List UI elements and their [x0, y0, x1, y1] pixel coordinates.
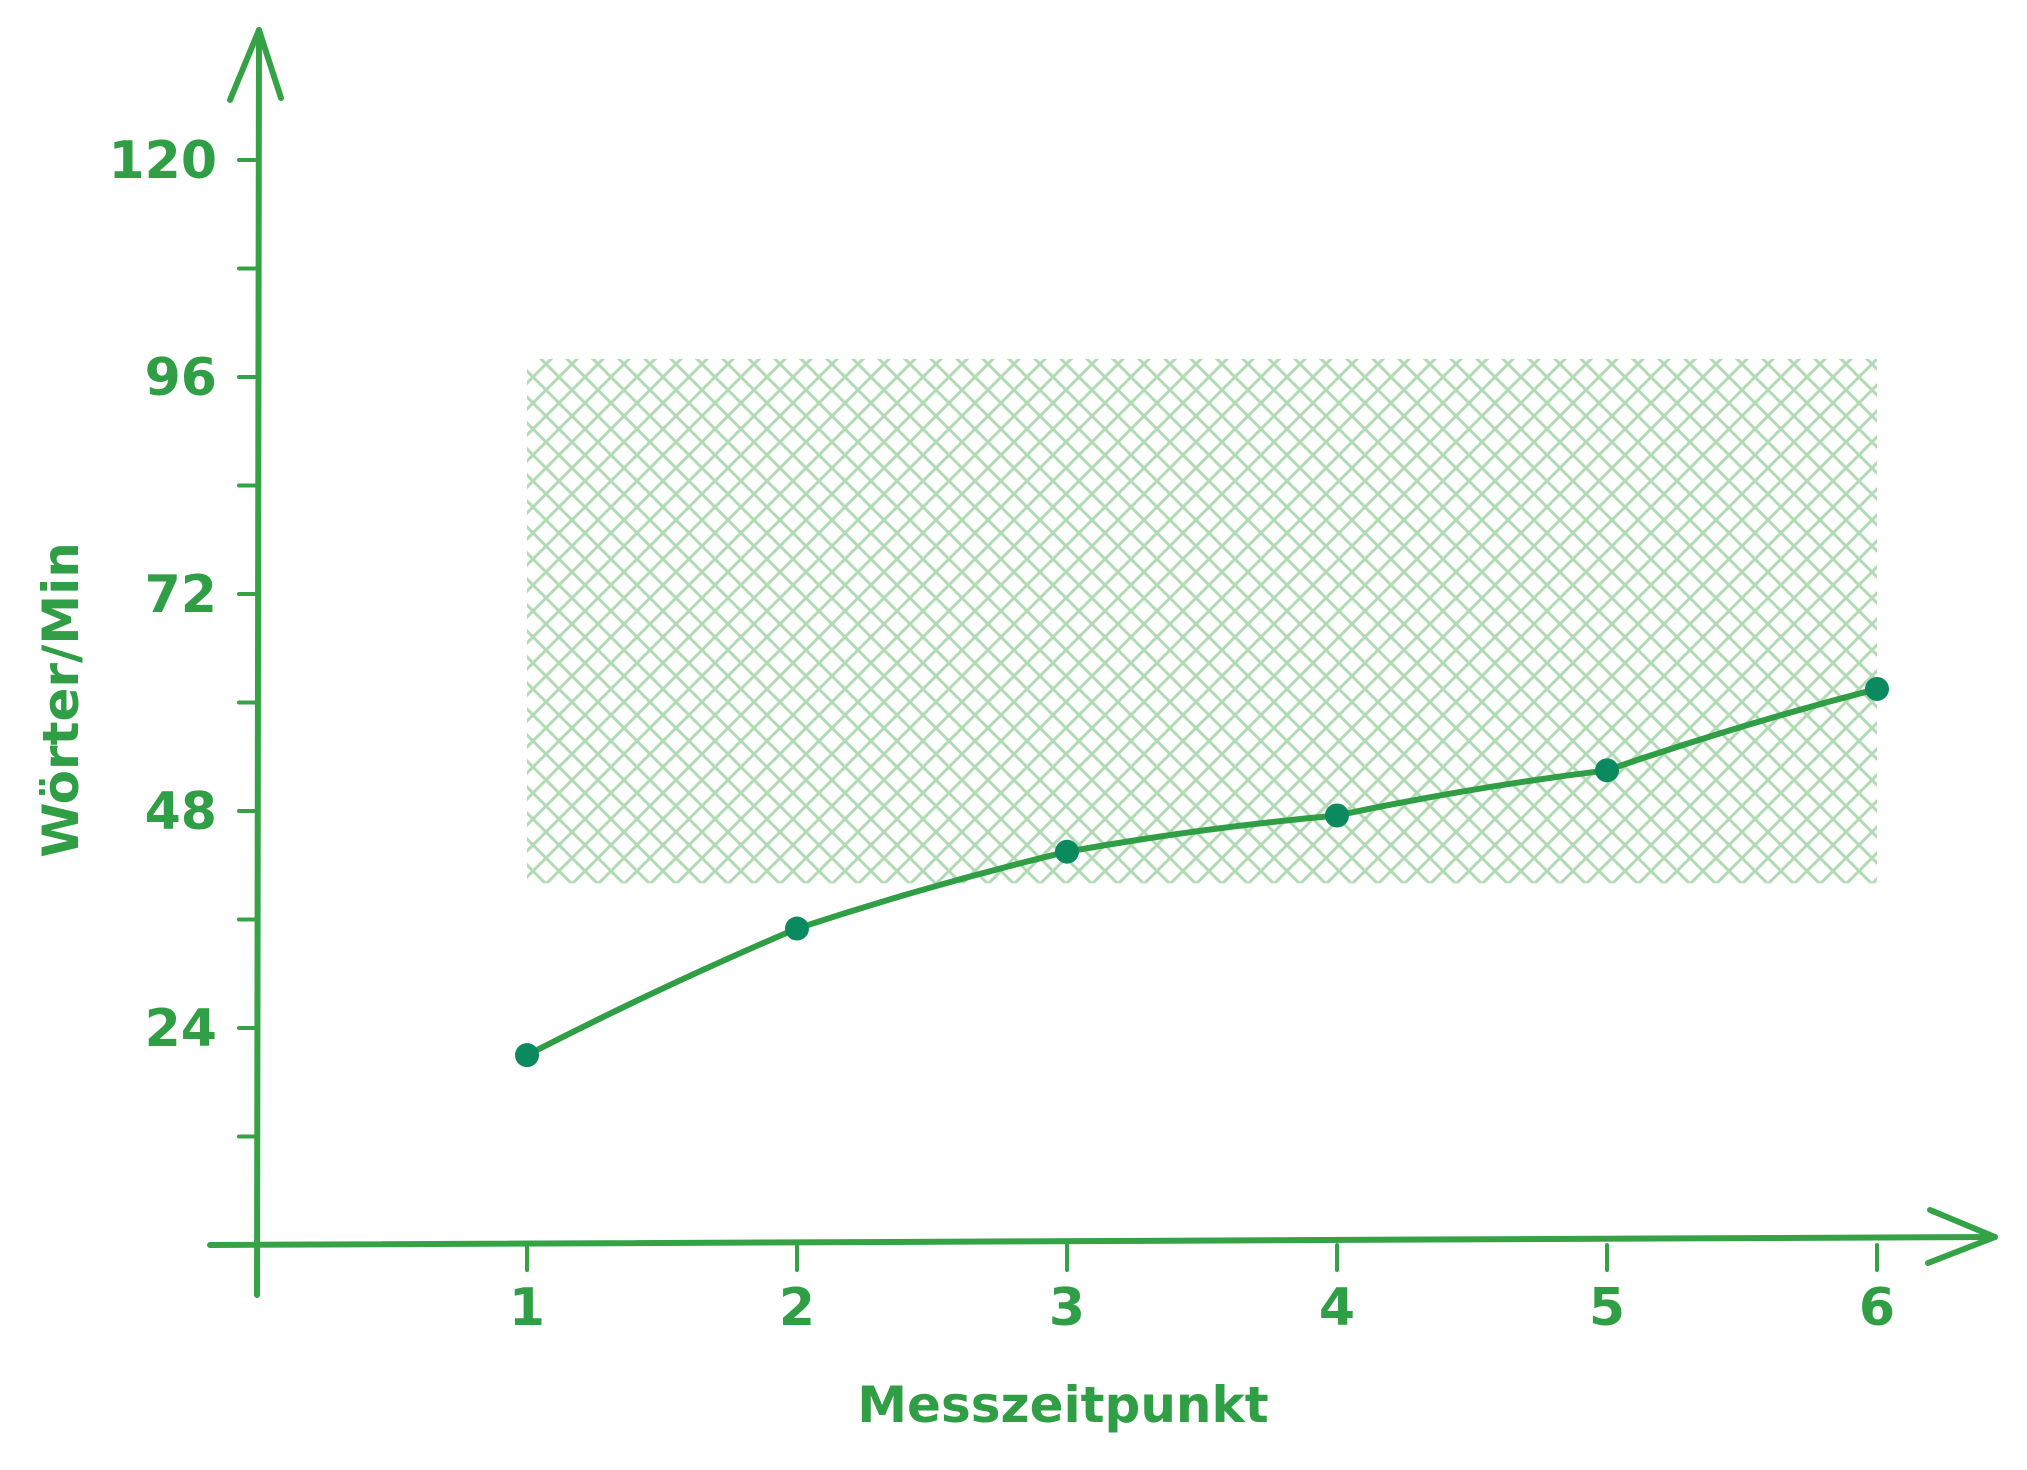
x-axis-ticks: 1 2 3 4 5 6 [509, 1243, 1895, 1338]
data-point [515, 1043, 539, 1068]
y-tick-label: 96 [145, 348, 217, 408]
y-tick-label: 48 [145, 782, 217, 842]
x-tick-label: 3 [1049, 1278, 1085, 1338]
y-axis-line [254, 27, 262, 1298]
x-tick-label: 6 [1859, 1278, 1895, 1338]
data-point [1865, 676, 1889, 701]
target-range-band [527, 358, 1877, 884]
data-point [785, 916, 809, 941]
data-point [1325, 803, 1349, 828]
x-tick-label: 2 [779, 1278, 815, 1338]
y-tick-label: 72 [145, 565, 217, 625]
y-axis-title: Wörter/Min [32, 542, 90, 858]
y-tick-label: 24 [145, 999, 217, 1059]
y-axis-arrowhead [227, 27, 284, 103]
x-axis-line [207, 1234, 1998, 1248]
x-axis-title: Messzeitpunkt [857, 1376, 1268, 1434]
y-axis [227, 27, 284, 1298]
series-line [524, 685, 1880, 1059]
x-tick-label: 1 [509, 1278, 545, 1338]
y-axis-ticks: 24 48 72 96 120 [108, 131, 259, 1139]
x-axis-arrowhead [1925, 1207, 1998, 1266]
y-tick-label: 120 [108, 131, 217, 191]
data-point [1055, 839, 1079, 864]
x-tick-label: 4 [1319, 1278, 1355, 1338]
x-axis [207, 1207, 1998, 1266]
data-points [515, 676, 1889, 1068]
x-tick-label: 5 [1589, 1278, 1625, 1338]
data-point [1595, 758, 1619, 783]
data-series [524, 685, 1880, 1059]
